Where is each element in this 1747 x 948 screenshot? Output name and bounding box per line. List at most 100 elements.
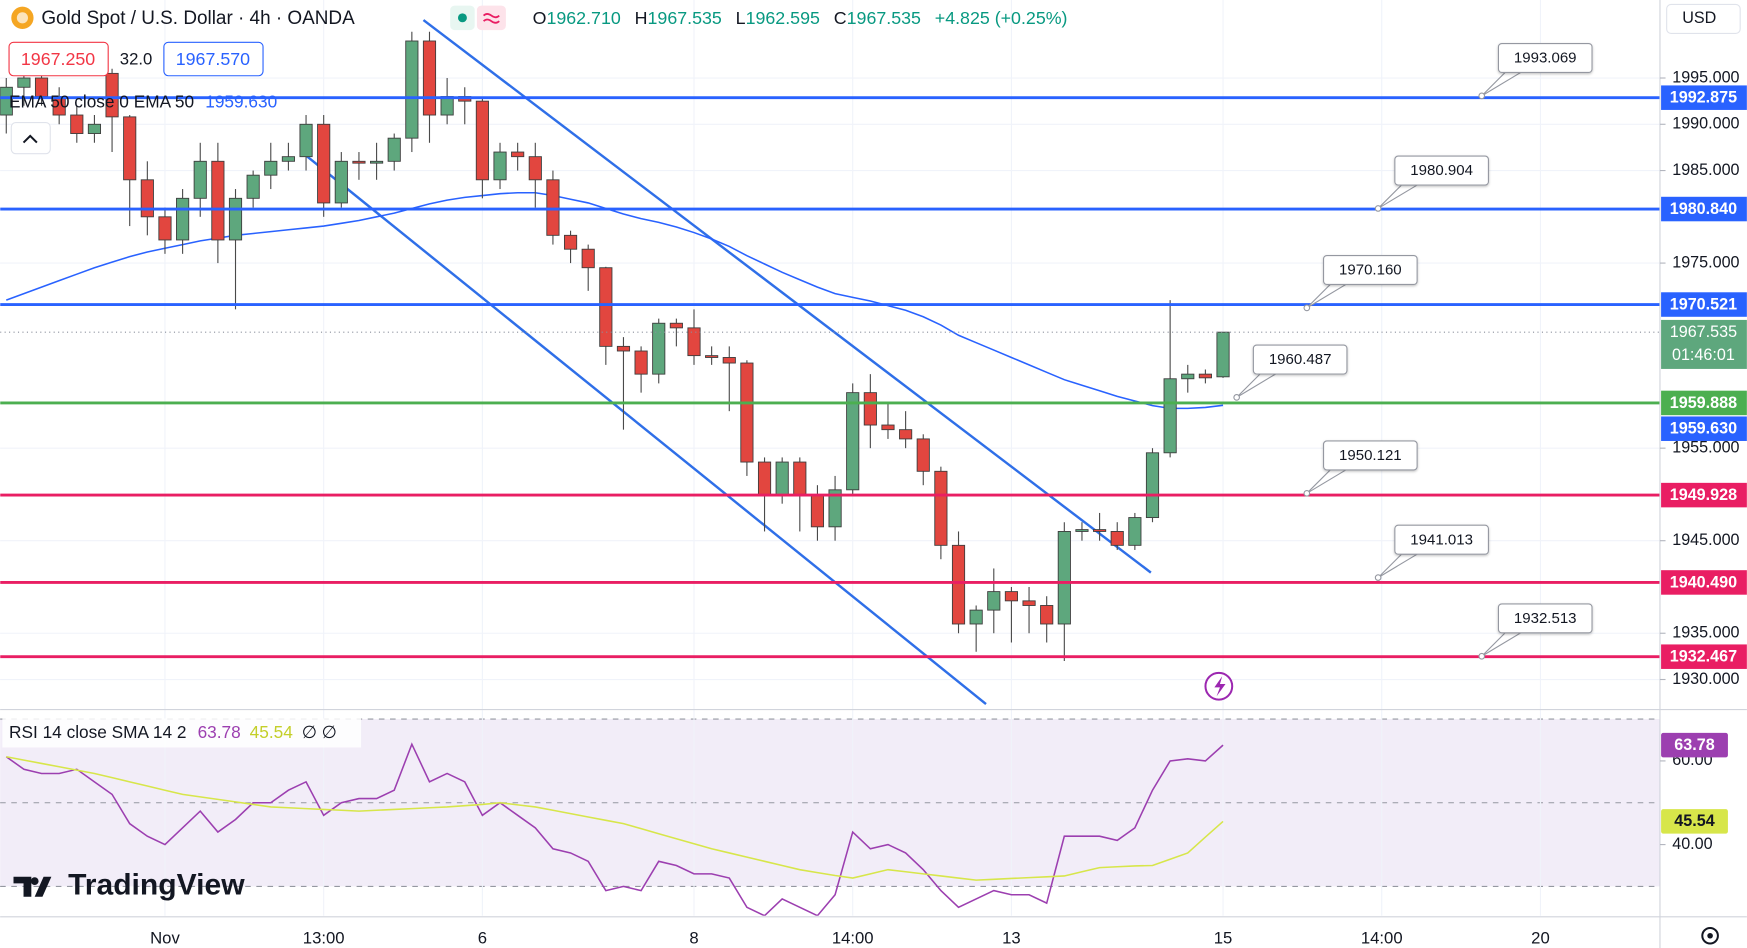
x-tick-label: 13 bbox=[1002, 928, 1021, 947]
last-price-badge bbox=[1661, 319, 1747, 369]
level-badge bbox=[1661, 390, 1747, 416]
indicator-button[interactable] bbox=[476, 5, 506, 31]
candle-body bbox=[916, 438, 930, 472]
candle-body bbox=[317, 123, 331, 204]
buy-price: 1967.570 bbox=[176, 49, 250, 69]
y-tick-label: 1995.000 bbox=[1672, 68, 1739, 86]
candle-body bbox=[123, 116, 137, 181]
countdown-text: 01:46:01 bbox=[1672, 346, 1735, 364]
candle-body bbox=[899, 429, 913, 440]
candle-body bbox=[211, 160, 225, 241]
candle-body bbox=[264, 160, 278, 176]
buy-button[interactable] bbox=[163, 41, 264, 77]
level-badge bbox=[1661, 292, 1747, 317]
level-badge-text: 1992.875 bbox=[1670, 88, 1737, 106]
candle-body bbox=[652, 322, 666, 375]
level-badge bbox=[1661, 482, 1747, 508]
logo-text: TradingView bbox=[68, 869, 245, 902]
price-axis: 1995.000 1990.000 1985.000 1975.000 1955.000… bbox=[1659, 68, 1747, 853]
sell-price: 1967.250 bbox=[21, 49, 95, 69]
candle-body bbox=[563, 234, 578, 250]
ema-legend-name: EMA 50 close 0 EMA 50 bbox=[9, 91, 194, 111]
candle-body bbox=[969, 609, 983, 625]
candle-body bbox=[193, 160, 207, 199]
candle-body bbox=[281, 156, 295, 162]
x-tick-label: 15 bbox=[1214, 928, 1233, 947]
candle-body bbox=[846, 392, 860, 491]
sma-legend-value: 45.54 bbox=[250, 722, 294, 742]
callout-label: 1960.487 bbox=[1269, 351, 1332, 368]
candle-body bbox=[722, 357, 736, 364]
callout-box bbox=[1497, 603, 1593, 634]
candle-body bbox=[299, 123, 313, 158]
logo-mark-dot bbox=[30, 877, 39, 886]
rsi-legend-value: 63.78 bbox=[198, 722, 241, 742]
candle-body bbox=[1075, 529, 1089, 532]
x-tick-label: Nov bbox=[150, 928, 180, 947]
candle-body bbox=[634, 350, 648, 375]
main-pane bbox=[0, 19, 1660, 705]
candle-body bbox=[546, 179, 560, 236]
sell-button[interactable] bbox=[8, 41, 109, 77]
ohlc-change: +4.825 (+0.25%) bbox=[935, 8, 1068, 28]
candle-body bbox=[1057, 531, 1071, 625]
candle-body bbox=[1163, 378, 1177, 454]
callouts: 1993.069 1980.904 1970.160 1960.487 1950.121… bbox=[1233, 42, 1593, 660]
candle-body bbox=[828, 489, 842, 528]
x-tick-label: 20 bbox=[1531, 928, 1550, 947]
ohlc-value: 1962.710 bbox=[546, 8, 620, 28]
candle-body bbox=[757, 461, 772, 495]
y-tick-label: 40.00 bbox=[1672, 835, 1712, 853]
candle-body bbox=[987, 591, 1001, 611]
candle-body bbox=[740, 362, 754, 463]
candle-body bbox=[1181, 373, 1195, 380]
candle-body bbox=[1022, 600, 1036, 606]
level-badge bbox=[1661, 644, 1747, 669]
rsi-badge-text: 63.78 bbox=[1674, 736, 1714, 754]
x-tick-label: 8 bbox=[689, 928, 698, 947]
currency-button[interactable] bbox=[1666, 3, 1741, 34]
level-badge-text: 1980.840 bbox=[1670, 200, 1737, 218]
callout-box bbox=[1394, 155, 1489, 186]
candle-body bbox=[934, 470, 948, 546]
candle-body bbox=[334, 160, 348, 204]
candle-body bbox=[105, 72, 119, 118]
ohlc-value: 1967.535 bbox=[847, 8, 921, 28]
rsi-badge-text: 45.54 bbox=[1674, 812, 1714, 830]
callout-box bbox=[1394, 524, 1489, 555]
level-badge-text: 1959.888 bbox=[1670, 394, 1737, 412]
x-tick-label: 14:00 bbox=[1361, 928, 1403, 947]
collapse-button[interactable] bbox=[10, 121, 51, 155]
candle-body bbox=[881, 424, 895, 431]
ema-badge bbox=[1661, 416, 1747, 441]
rsi-legend-extra: ∅ ∅ bbox=[302, 722, 337, 742]
currency: USD bbox=[1682, 9, 1716, 27]
level-badge-text: 1949.928 bbox=[1670, 486, 1737, 504]
level-badge-text: 1940.490 bbox=[1670, 573, 1737, 591]
callout-anchor bbox=[1478, 92, 1486, 100]
candle-body bbox=[1216, 331, 1230, 378]
y-tick-label: 1955.000 bbox=[1672, 438, 1739, 456]
callout-label: 1993.069 bbox=[1514, 50, 1577, 67]
candle-body bbox=[352, 160, 366, 164]
candle-body bbox=[705, 355, 719, 358]
channel-line bbox=[422, 19, 1152, 574]
candle-body bbox=[616, 345, 631, 352]
x-tick-label: 14:00 bbox=[832, 928, 874, 947]
ohlc-legend: O1962.710 H1967.535 L1962.595 C1967.535 … bbox=[533, 8, 1068, 28]
eye-icon bbox=[457, 13, 467, 23]
settings-icon[interactable] bbox=[1701, 926, 1719, 945]
candle-body bbox=[70, 114, 84, 134]
candle-body bbox=[1040, 605, 1054, 625]
ohlc-label: H bbox=[635, 8, 648, 28]
callout-anchor bbox=[1374, 205, 1382, 212]
candle-body bbox=[951, 544, 966, 625]
callout-box bbox=[1252, 344, 1348, 375]
ema-legend-value: 1959.630 bbox=[205, 91, 277, 111]
ema-badge-text: 1959.630 bbox=[1670, 420, 1737, 438]
last-price-text: 1967.535 bbox=[1670, 323, 1737, 341]
candle-body bbox=[176, 197, 190, 241]
rsi-legend: RSI 14 close SMA 14 2 63.78 45.54 ∅ ∅ bbox=[9, 722, 337, 742]
callout-label: 1932.513 bbox=[1514, 610, 1577, 627]
